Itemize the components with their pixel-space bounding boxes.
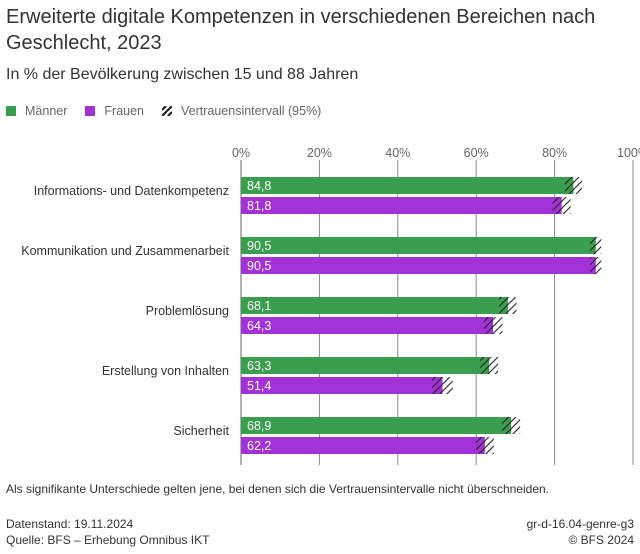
category-label: Kommunikation und Zusammenarbeit xyxy=(21,244,229,258)
confidence-interval xyxy=(502,417,521,434)
x-tick-label: 60% xyxy=(464,146,489,160)
legend-item-maenner[interactable]: Männer xyxy=(6,104,67,118)
data-date: Datenstand: 19.11.2024 xyxy=(6,517,134,531)
confidence-interval xyxy=(552,197,571,214)
value-label: 90,5 xyxy=(247,259,271,273)
confidence-interval xyxy=(432,377,453,394)
confidence-interval xyxy=(475,437,494,454)
legend-item-frauen[interactable]: Frauen xyxy=(85,104,144,118)
category-label: Sicherheit xyxy=(173,424,229,438)
value-label: 68,1 xyxy=(247,299,271,313)
purple-square-icon xyxy=(85,106,96,116)
value-label: 90,5 xyxy=(247,239,271,253)
value-label: 64,3 xyxy=(247,319,271,333)
confidence-interval xyxy=(590,237,602,254)
x-tick-label: 80% xyxy=(542,146,567,160)
bar-maenner[interactable] xyxy=(241,177,574,194)
footnote: Als signifikante Unterschiede gelten jen… xyxy=(6,482,550,496)
bar-frauen[interactable] xyxy=(241,197,562,214)
confidence-interval xyxy=(483,317,503,334)
value-label: 63,3 xyxy=(247,359,271,373)
chart-code: gr-d-16.04-genre-g3 xyxy=(526,517,634,531)
bar-maenner[interactable] xyxy=(241,297,508,314)
green-square-icon xyxy=(6,106,16,116)
legend-item-confidence-interval[interactable]: Vertrauensintervall (95%) xyxy=(162,104,321,118)
confidence-interval xyxy=(480,357,499,374)
hatch-icon xyxy=(162,106,172,116)
bar-frauen[interactable] xyxy=(241,317,494,334)
value-label: 51,4 xyxy=(247,379,271,393)
x-tick-label: 100% xyxy=(617,146,640,160)
x-tick-label: 0% xyxy=(232,146,250,160)
confidence-interval xyxy=(499,297,517,314)
bar-maenner[interactable] xyxy=(241,357,490,374)
confidence-interval xyxy=(564,177,583,194)
footer-right: gr-d-16.04-genre-g3 © BFS 2024 xyxy=(527,516,634,548)
legend-label: Männer xyxy=(25,104,68,118)
footer-left: Datenstand: 19.11.2024 Quelle: BFS – Erh… xyxy=(6,516,209,548)
bar-maenner[interactable] xyxy=(241,417,512,434)
chart-subtitle: In % der Bevölkerung zwischen 15 und 88 … xyxy=(6,66,359,83)
legend-label: Vertrauensintervall (95%) xyxy=(181,104,322,118)
value-label: 84,8 xyxy=(247,179,271,193)
copyright: © BFS 2024 xyxy=(568,533,634,547)
value-label: 81,8 xyxy=(247,199,271,213)
bar-frauen[interactable] xyxy=(241,437,485,454)
bar-chart: 0% 20% 40% 60% 80% 100% Informations- und Date… xyxy=(21,146,640,465)
confidence-interval xyxy=(590,257,602,274)
value-label: 68,9 xyxy=(247,419,271,433)
category-label: Informations- und Datenkompetenz xyxy=(34,184,229,198)
bar-frauen[interactable] xyxy=(241,377,443,394)
chart-title: Erweiterte digitale Kompetenzen in versc… xyxy=(6,6,596,54)
category-label: Erstellung von Inhalten xyxy=(102,364,229,378)
data-source: Quelle: BFS – Erhebung Omnibus IKT xyxy=(6,533,210,547)
legend-label: Frauen xyxy=(104,104,144,118)
category-label: Problemlösung xyxy=(146,304,229,318)
bar-maenner[interactable] xyxy=(241,237,596,254)
legend: Männer Frauen Vertrauensintervall (95%) xyxy=(6,104,339,118)
value-label: 62,2 xyxy=(247,439,271,453)
x-tick-label: 20% xyxy=(307,146,332,160)
x-tick-label: 40% xyxy=(385,146,410,160)
bar-frauen[interactable] xyxy=(241,257,596,274)
